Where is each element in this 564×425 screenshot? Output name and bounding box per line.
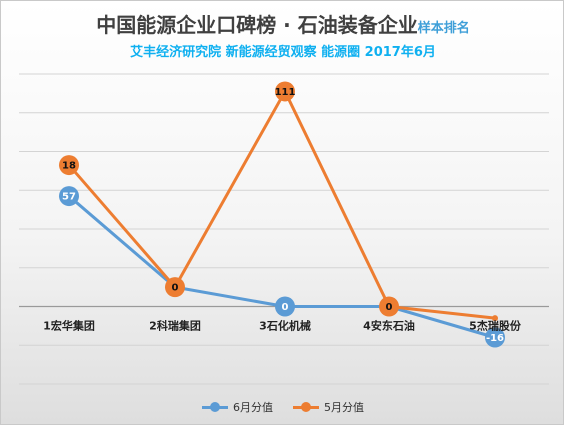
data-label: 57 <box>62 192 76 203</box>
chart-title: 中国能源企业口碑榜 · 石油装备企业样本排名 <box>1 9 564 38</box>
data-point <box>492 315 498 322</box>
x-tick-label: 3石化机械 <box>259 319 311 333</box>
data-point <box>275 296 295 317</box>
legend: 6月分值 5月分值 <box>1 399 564 415</box>
chart-subtitle: 艾丰经济研究院 新能源经贸观察 能源圈 2017年6月 <box>130 45 436 60</box>
x-tick-label: 1宏华集团 <box>43 319 95 333</box>
data-point <box>485 327 505 348</box>
series-line-1 <box>67 89 496 320</box>
x-tick-label: 5杰瑞股份 <box>469 319 522 333</box>
data-label: 111 <box>275 87 296 98</box>
data-point <box>165 277 185 298</box>
chart-title-main: 中国能源企业口碑榜 · 石油装备企业 <box>96 13 418 37</box>
gridlines <box>19 73 549 385</box>
data-label: 0 <box>386 302 393 313</box>
x-tick-labels: 1宏华集团 2科瑞集团 3石化机械 4安东石油 5杰瑞股份 <box>43 319 522 333</box>
series-line-0 <box>68 194 496 339</box>
x-tick-label: 4安东石油 <box>363 319 415 333</box>
data-label: -16 <box>486 333 504 344</box>
legend-label-june: 6月分值 <box>233 401 273 414</box>
data-label: 18 <box>62 161 76 172</box>
legend-item-june[interactable]: 6月分值 <box>202 399 273 415</box>
series-1: 18 0 111 0 <box>59 81 498 322</box>
legend-swatch-june-icon <box>202 401 228 413</box>
data-label: 0 <box>172 283 179 294</box>
data-point <box>275 81 295 102</box>
data-point <box>59 186 79 207</box>
series-layer: 57 0 -16 18 0 111 0 <box>59 81 505 348</box>
x-tick-label: 2科瑞集团 <box>149 319 201 333</box>
data-label: 0 <box>282 302 289 313</box>
data-point <box>379 296 399 317</box>
chart-title-suffix: 样本排名 <box>417 21 470 36</box>
data-point <box>59 155 79 176</box>
legend-label-may: 5月分值 <box>324 401 364 414</box>
legend-item-may[interactable]: 5月分值 <box>293 399 364 415</box>
legend-swatch-may-icon <box>293 401 319 413</box>
